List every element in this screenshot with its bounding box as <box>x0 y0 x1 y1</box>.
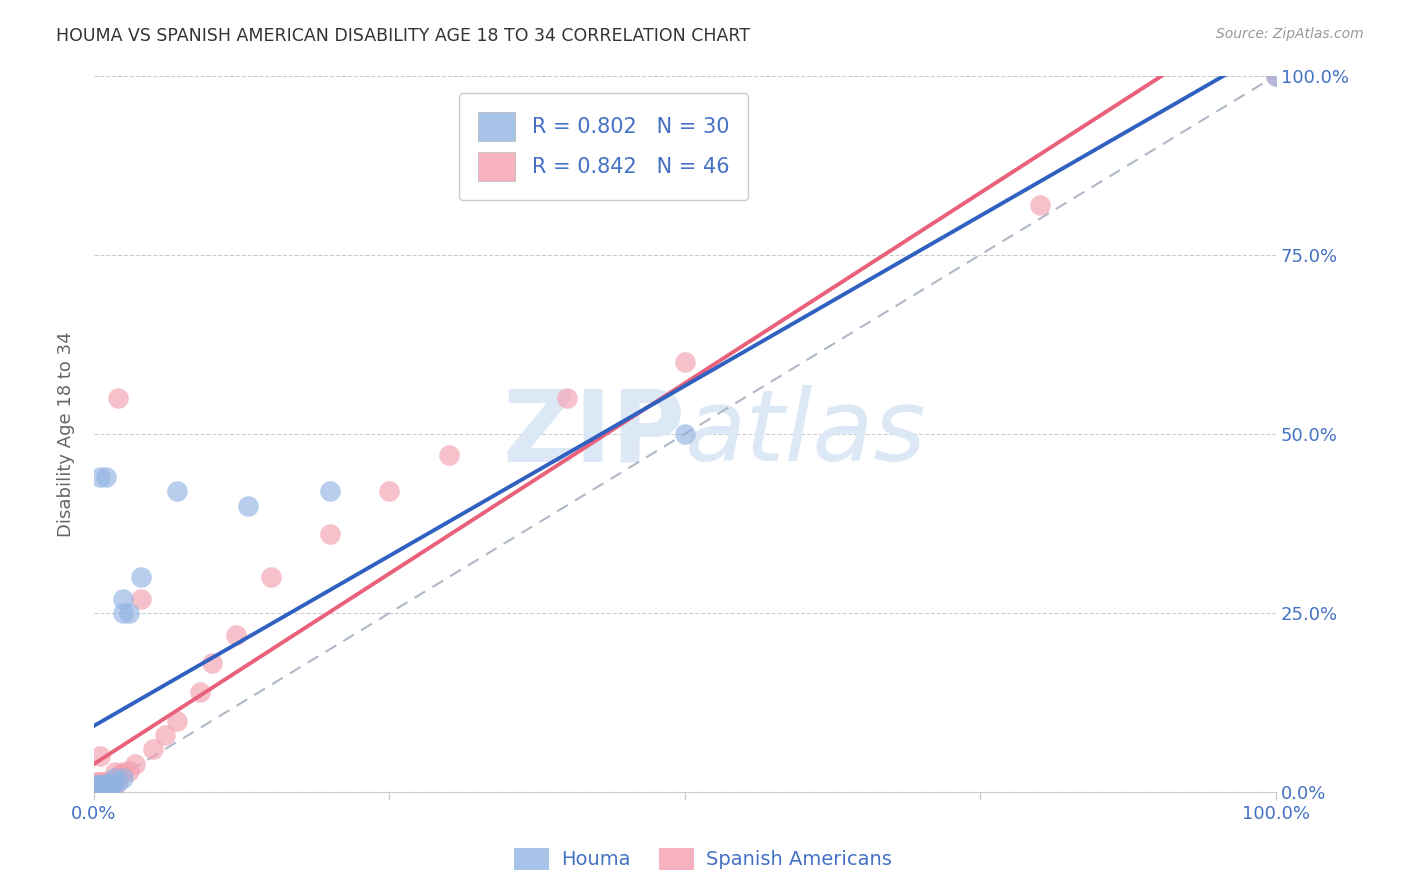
Point <box>1265 69 1288 83</box>
Y-axis label: Disability Age 18 to 34: Disability Age 18 to 34 <box>58 331 75 537</box>
Point <box>87 778 110 792</box>
Point <box>94 780 117 794</box>
Point <box>124 756 146 771</box>
Point <box>98 780 121 794</box>
Point <box>112 591 135 606</box>
Point <box>91 778 114 792</box>
Point <box>319 527 342 541</box>
Point <box>84 774 107 789</box>
Point <box>93 774 115 789</box>
Point <box>87 774 110 789</box>
Point <box>83 778 105 792</box>
Point <box>108 767 131 781</box>
Point <box>673 355 696 369</box>
Legend: R = 0.802   N = 30, R = 0.842   N = 46: R = 0.802 N = 30, R = 0.842 N = 46 <box>458 93 748 200</box>
Point <box>112 771 135 785</box>
Point <box>97 778 120 792</box>
Point <box>90 778 112 792</box>
Point <box>225 627 247 641</box>
Point <box>101 774 124 789</box>
Text: atlas: atlas <box>685 385 927 483</box>
Point <box>100 778 122 792</box>
Point <box>86 781 108 796</box>
Point <box>89 780 111 794</box>
Point <box>93 780 115 794</box>
Point <box>236 499 259 513</box>
Point <box>93 778 115 792</box>
Point <box>129 570 152 584</box>
Text: Source: ZipAtlas.com: Source: ZipAtlas.com <box>1216 27 1364 41</box>
Point <box>260 570 283 584</box>
Point <box>97 778 120 792</box>
Point <box>100 778 122 792</box>
Point <box>89 749 111 764</box>
Point <box>319 484 342 499</box>
Point <box>91 780 114 794</box>
Point <box>100 777 122 791</box>
Point <box>118 606 141 620</box>
Point <box>96 777 118 791</box>
Point <box>107 771 129 785</box>
Point <box>166 714 188 728</box>
Point <box>96 777 118 791</box>
Point <box>555 391 578 405</box>
Point <box>84 778 107 792</box>
Point <box>129 591 152 606</box>
Legend: Houma, Spanish Americans: Houma, Spanish Americans <box>506 839 900 878</box>
Point <box>118 764 141 778</box>
Point <box>93 774 115 789</box>
Point <box>188 685 211 699</box>
Point <box>201 657 224 671</box>
Point <box>89 470 111 484</box>
Point <box>103 780 125 794</box>
Point <box>94 778 117 792</box>
Point <box>90 778 112 792</box>
Point <box>378 484 401 499</box>
Point <box>93 778 115 792</box>
Point <box>112 606 135 620</box>
Point <box>94 470 117 484</box>
Point <box>107 774 129 789</box>
Point <box>112 765 135 780</box>
Point <box>104 765 127 780</box>
Text: ZIP: ZIP <box>502 385 685 483</box>
Point <box>142 742 165 756</box>
Point <box>98 774 121 789</box>
Point <box>93 780 115 794</box>
Point <box>673 426 696 441</box>
Point <box>84 778 107 792</box>
Point <box>86 780 108 794</box>
Point <box>91 778 114 792</box>
Point <box>153 728 176 742</box>
Point <box>1265 69 1288 83</box>
Point <box>100 777 122 791</box>
Point <box>89 780 111 794</box>
Point <box>83 781 105 796</box>
Point <box>90 780 112 794</box>
Point <box>90 774 112 789</box>
Point <box>166 484 188 499</box>
Point <box>107 391 129 405</box>
Point <box>1028 197 1050 211</box>
Point <box>103 771 125 785</box>
Point <box>94 780 117 794</box>
Point <box>437 449 460 463</box>
Text: HOUMA VS SPANISH AMERICAN DISABILITY AGE 18 TO 34 CORRELATION CHART: HOUMA VS SPANISH AMERICAN DISABILITY AGE… <box>56 27 751 45</box>
